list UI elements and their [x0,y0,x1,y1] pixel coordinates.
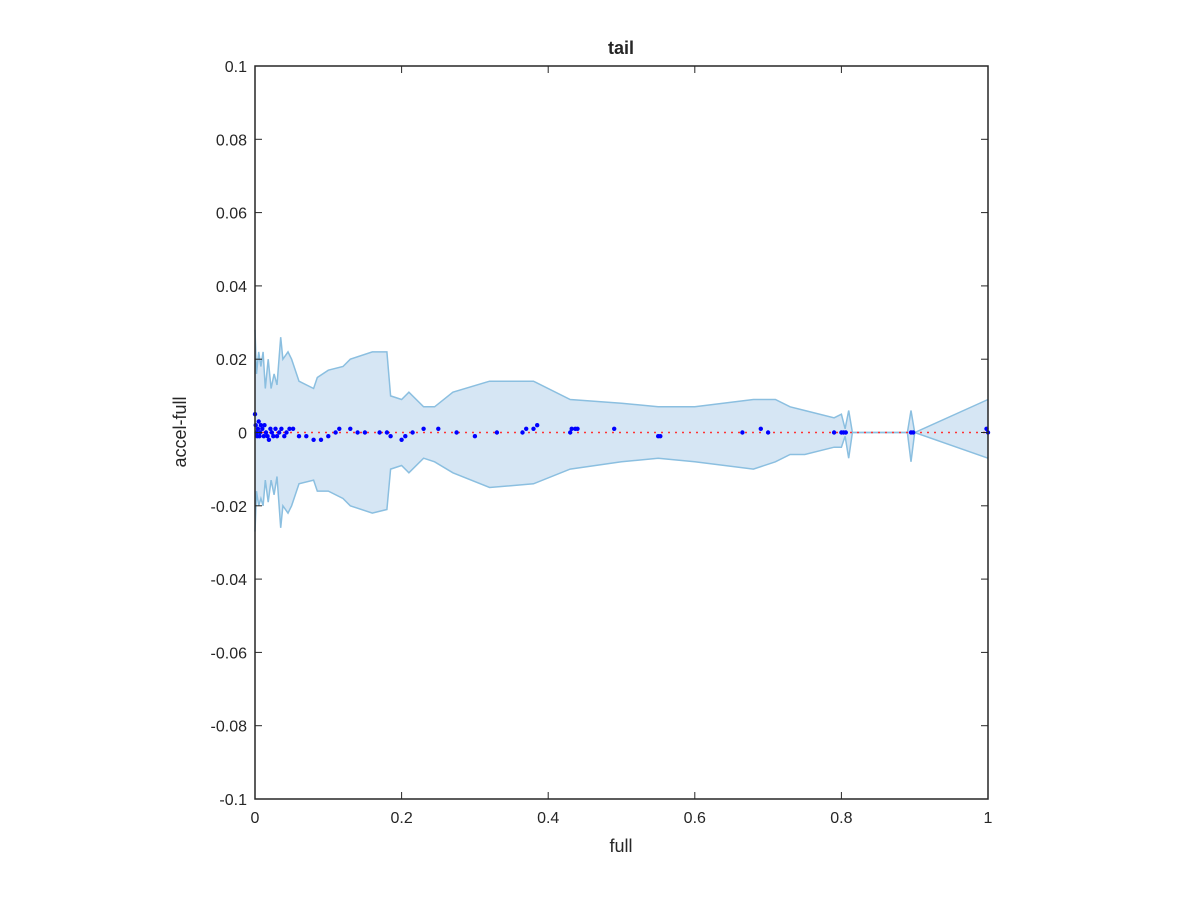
data-point [612,426,617,431]
data-point [658,434,663,439]
data-point [304,434,309,439]
data-point [410,430,415,435]
data-point [263,430,269,435]
y-tick-label: 0.02 [216,352,247,369]
x-axis-title: full [609,836,632,856]
data-point [258,423,264,428]
chart-title: tail [608,38,634,58]
data-point [290,426,296,431]
data-point [257,434,262,439]
y-tick-label: -0.02 [211,499,248,516]
data-point [758,426,763,431]
x-tick-label: 0.8 [830,810,852,827]
y-axis-title: accel-full [170,396,190,467]
data-point [326,434,331,439]
y-tick-label: 0.08 [216,132,247,149]
data-point [399,437,404,442]
y-tick-label: 0.04 [216,279,247,296]
data-point [520,430,525,435]
data-point [403,434,408,439]
data-point [261,434,266,439]
data-point [535,423,540,428]
data-point [337,426,342,431]
y-tick-label: -0.04 [211,572,248,589]
data-point [262,423,267,428]
y-tick-label: 0 [238,426,247,443]
data-point [494,430,500,435]
data-point [362,430,368,435]
data-point [268,426,273,431]
data-point [269,430,275,435]
data-point [831,430,837,435]
data-point [384,430,390,435]
confidence-band-lower-edge [254,431,989,532]
data-point [568,430,573,435]
data-point [377,430,382,435]
x-tick-label: 0.4 [537,810,559,827]
data-point [265,434,270,439]
data-point [279,426,284,431]
data-point [255,426,261,431]
confidence-band-layer [254,329,989,532]
x-axis-ticks: 0 0.2 0.4 0.6 0.8 1 [251,66,993,827]
data-point [911,430,916,435]
data-point [355,430,360,435]
data-point [436,426,441,431]
data-point [472,434,478,439]
y-tick-label: -0.1 [219,792,247,809]
data-point [284,430,289,435]
data-point [273,426,278,431]
data-point [421,426,426,431]
y-axis-ticks: -0.1 -0.08 -0.06 -0.04 -0.02 0 0.02 0.04 0.06 0.0… [211,59,988,809]
data-point [765,430,771,435]
data-point [524,426,529,431]
y-tick-label: 0.06 [216,206,247,223]
data-point [318,437,324,442]
data-point [454,430,459,435]
data-point [740,430,745,435]
confidence-band-upper-edge [254,329,989,434]
data-point [311,437,316,442]
data-point [282,434,287,439]
data-point [388,434,393,439]
x-tick-label: 0 [251,810,260,827]
data-point [531,426,536,431]
x-tick-label: 1 [984,810,993,827]
confidence-band-area [255,329,988,532]
data-point [575,426,580,431]
data-point [277,430,282,435]
data-point [287,426,292,431]
data-point [256,419,261,424]
data-points-layer [252,412,991,442]
data-point [569,426,574,431]
data-point [266,437,272,442]
x-tick-label: 0.2 [390,810,412,827]
data-point [296,434,302,439]
y-tick-label: 0.1 [225,59,247,76]
data-point [260,426,265,431]
data-point [274,434,280,439]
x-tick-label: 0.6 [684,810,706,827]
data-point [348,426,353,431]
y-tick-label: -0.06 [211,645,248,662]
data-point [333,430,338,435]
y-tick-label: -0.08 [211,719,248,736]
data-point [271,434,276,439]
data-point [843,430,848,435]
